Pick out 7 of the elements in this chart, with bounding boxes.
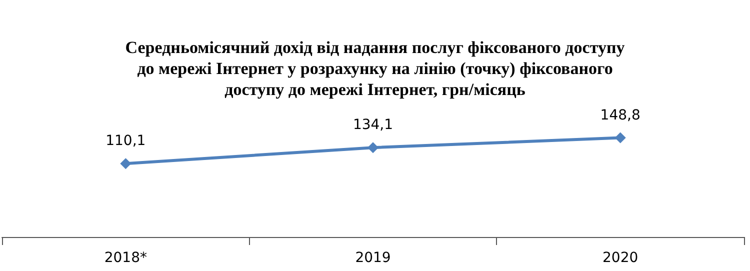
- x-tick-label: 2019: [355, 250, 391, 266]
- data-label: 148,8: [600, 107, 640, 124]
- data-label: 134,1: [352, 117, 394, 134]
- chart-title: Середньомісячний дохід від надання послуг фіксованого доступу до мережі Інтернет у розрахунку на лінію (точку) фіксованого доступу до мережі Інтернет, грн/місяць: [125, 38, 626, 99]
- x-tick-label: 2020: [602, 250, 638, 266]
- data-label: 110,1: [106, 133, 146, 150]
- x-tick-label: 2018*: [104, 250, 147, 266]
